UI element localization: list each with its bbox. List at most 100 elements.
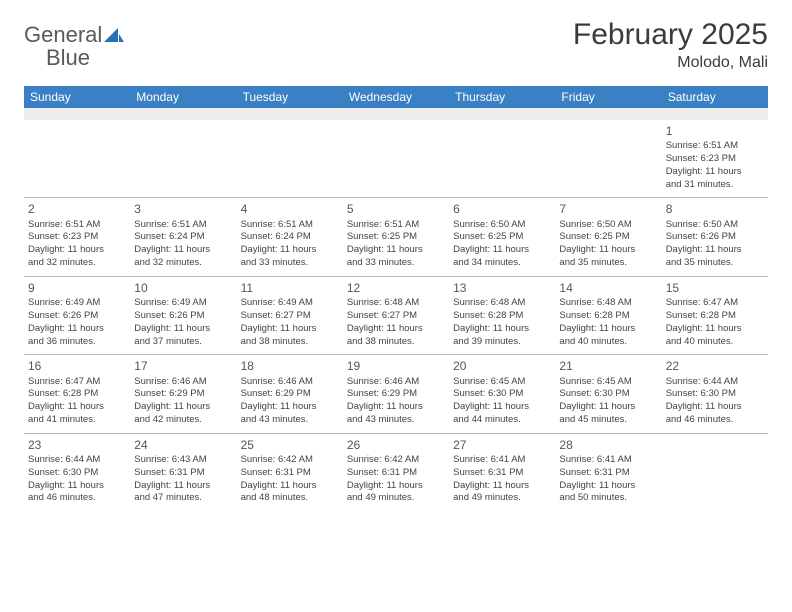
blank-row	[24, 108, 768, 120]
sunrise-text: Sunrise: 6:49 AM	[28, 297, 126, 310]
day-number: 21	[559, 358, 657, 374]
sunrise-text: Sunrise: 6:41 AM	[559, 454, 657, 467]
day-number: 14	[559, 280, 657, 296]
calendar-row: 16Sunrise: 6:47 AMSunset: 6:28 PMDayligh…	[24, 355, 768, 433]
dl1-text: Daylight: 11 hours	[453, 244, 551, 257]
dl2-text: and 37 minutes.	[134, 336, 232, 349]
sunset-text: Sunset: 6:30 PM	[666, 388, 764, 401]
sunset-text: Sunset: 6:27 PM	[347, 310, 445, 323]
sunset-text: Sunset: 6:24 PM	[134, 231, 232, 244]
sunrise-text: Sunrise: 6:51 AM	[347, 219, 445, 232]
dl1-text: Daylight: 11 hours	[28, 244, 126, 257]
dl1-text: Daylight: 11 hours	[134, 480, 232, 493]
sunrise-text: Sunrise: 6:51 AM	[134, 219, 232, 232]
calendar-cell: 2Sunrise: 6:51 AMSunset: 6:23 PMDaylight…	[24, 198, 130, 276]
dl1-text: Daylight: 11 hours	[241, 401, 339, 414]
dl2-text: and 44 minutes.	[453, 414, 551, 427]
day-number: 16	[28, 358, 126, 374]
day-number: 25	[241, 437, 339, 453]
calendar-cell: 10Sunrise: 6:49 AMSunset: 6:26 PMDayligh…	[130, 276, 236, 354]
calendar-row: 1Sunrise: 6:51 AMSunset: 6:23 PMDaylight…	[24, 120, 768, 198]
logo-text-gray: General	[24, 22, 102, 47]
dl1-text: Daylight: 11 hours	[28, 323, 126, 336]
calendar-cell	[555, 120, 661, 198]
sunset-text: Sunset: 6:29 PM	[134, 388, 232, 401]
dl2-text: and 38 minutes.	[241, 336, 339, 349]
sunset-text: Sunset: 6:26 PM	[134, 310, 232, 323]
day-number: 19	[347, 358, 445, 374]
sunrise-text: Sunrise: 6:44 AM	[28, 454, 126, 467]
dl1-text: Daylight: 11 hours	[28, 401, 126, 414]
sunset-text: Sunset: 6:24 PM	[241, 231, 339, 244]
calendar-page: General Blue February 2025 Molodo, Mali …	[0, 0, 792, 529]
dl2-text: and 43 minutes.	[241, 414, 339, 427]
day-number: 5	[347, 201, 445, 217]
sunrise-text: Sunrise: 6:49 AM	[134, 297, 232, 310]
calendar-cell: 17Sunrise: 6:46 AMSunset: 6:29 PMDayligh…	[130, 355, 236, 433]
sunrise-text: Sunrise: 6:51 AM	[666, 140, 764, 153]
sunrise-text: Sunrise: 6:42 AM	[241, 454, 339, 467]
dl2-text: and 33 minutes.	[347, 257, 445, 270]
calendar-cell	[237, 120, 343, 198]
dl2-text: and 45 minutes.	[559, 414, 657, 427]
dl1-text: Daylight: 11 hours	[134, 323, 232, 336]
day-number: 9	[28, 280, 126, 296]
sunrise-text: Sunrise: 6:50 AM	[453, 219, 551, 232]
dl2-text: and 39 minutes.	[453, 336, 551, 349]
day-number: 6	[453, 201, 551, 217]
sunrise-text: Sunrise: 6:50 AM	[559, 219, 657, 232]
calendar-cell: 16Sunrise: 6:47 AMSunset: 6:28 PMDayligh…	[24, 355, 130, 433]
calendar-cell: 18Sunrise: 6:46 AMSunset: 6:29 PMDayligh…	[237, 355, 343, 433]
dl1-text: Daylight: 11 hours	[347, 323, 445, 336]
calendar-cell	[449, 120, 555, 198]
dl1-text: Daylight: 11 hours	[347, 244, 445, 257]
dl1-text: Daylight: 11 hours	[666, 401, 764, 414]
calendar-cell: 24Sunrise: 6:43 AMSunset: 6:31 PMDayligh…	[130, 433, 236, 511]
dl2-text: and 32 minutes.	[28, 257, 126, 270]
dl2-text: and 48 minutes.	[241, 492, 339, 505]
calendar-cell: 14Sunrise: 6:48 AMSunset: 6:28 PMDayligh…	[555, 276, 661, 354]
sunset-text: Sunset: 6:31 PM	[241, 467, 339, 480]
sunset-text: Sunset: 6:30 PM	[28, 467, 126, 480]
day-number: 10	[134, 280, 232, 296]
day-number: 18	[241, 358, 339, 374]
dl2-text: and 36 minutes.	[28, 336, 126, 349]
dl1-text: Daylight: 11 hours	[453, 480, 551, 493]
day-number: 8	[666, 201, 764, 217]
sunrise-text: Sunrise: 6:48 AM	[453, 297, 551, 310]
sunset-text: Sunset: 6:31 PM	[453, 467, 551, 480]
logo: General Blue	[24, 18, 124, 70]
weekday-header: Tuesday	[237, 86, 343, 108]
dl1-text: Daylight: 11 hours	[241, 480, 339, 493]
calendar-table: Sunday Monday Tuesday Wednesday Thursday…	[24, 86, 768, 511]
calendar-cell: 20Sunrise: 6:45 AMSunset: 6:30 PMDayligh…	[449, 355, 555, 433]
dl2-text: and 50 minutes.	[559, 492, 657, 505]
calendar-cell: 27Sunrise: 6:41 AMSunset: 6:31 PMDayligh…	[449, 433, 555, 511]
day-number: 4	[241, 201, 339, 217]
dl2-text: and 43 minutes.	[347, 414, 445, 427]
calendar-cell	[24, 120, 130, 198]
sunrise-text: Sunrise: 6:48 AM	[559, 297, 657, 310]
location: Molodo, Mali	[573, 54, 768, 72]
calendar-row: 23Sunrise: 6:44 AMSunset: 6:30 PM Dayligh…	[24, 433, 768, 511]
sunset-text: Sunset: 6:31 PM	[347, 467, 445, 480]
day-number: 7	[559, 201, 657, 217]
sunset-text: Sunset: 6:26 PM	[28, 310, 126, 323]
dl2-text: and 35 minutes.	[666, 257, 764, 270]
calendar-cell: 6 Sunrise: 6:50 AMSunset: 6:25 PMDaylight…	[449, 198, 555, 276]
day-number: 23	[28, 437, 126, 453]
dl2-text: and 49 minutes.	[453, 492, 551, 505]
dl1-text: Daylight: 11 hours	[453, 401, 551, 414]
logo-sail-icon	[104, 28, 124, 42]
page-title: February 2025	[573, 18, 768, 52]
weekday-header: Saturday	[662, 86, 768, 108]
calendar-cell: 8Sunrise: 6:50 AMSunset: 6:26 PMDaylight…	[662, 198, 768, 276]
sunset-text: Sunset: 6:25 PM	[453, 231, 551, 244]
calendar-cell: 9Sunrise: 6:49 AMSunset: 6:26 PMDaylight…	[24, 276, 130, 354]
dl1-text: Daylight: 11 hours	[666, 166, 764, 179]
sunset-text: Sunset: 6:23 PM	[28, 231, 126, 244]
day-number: 13	[453, 280, 551, 296]
sunset-text: Sunset: 6:31 PM	[134, 467, 232, 480]
day-number: 20	[453, 358, 551, 374]
sunset-text: Sunset: 6:31 PM	[559, 467, 657, 480]
